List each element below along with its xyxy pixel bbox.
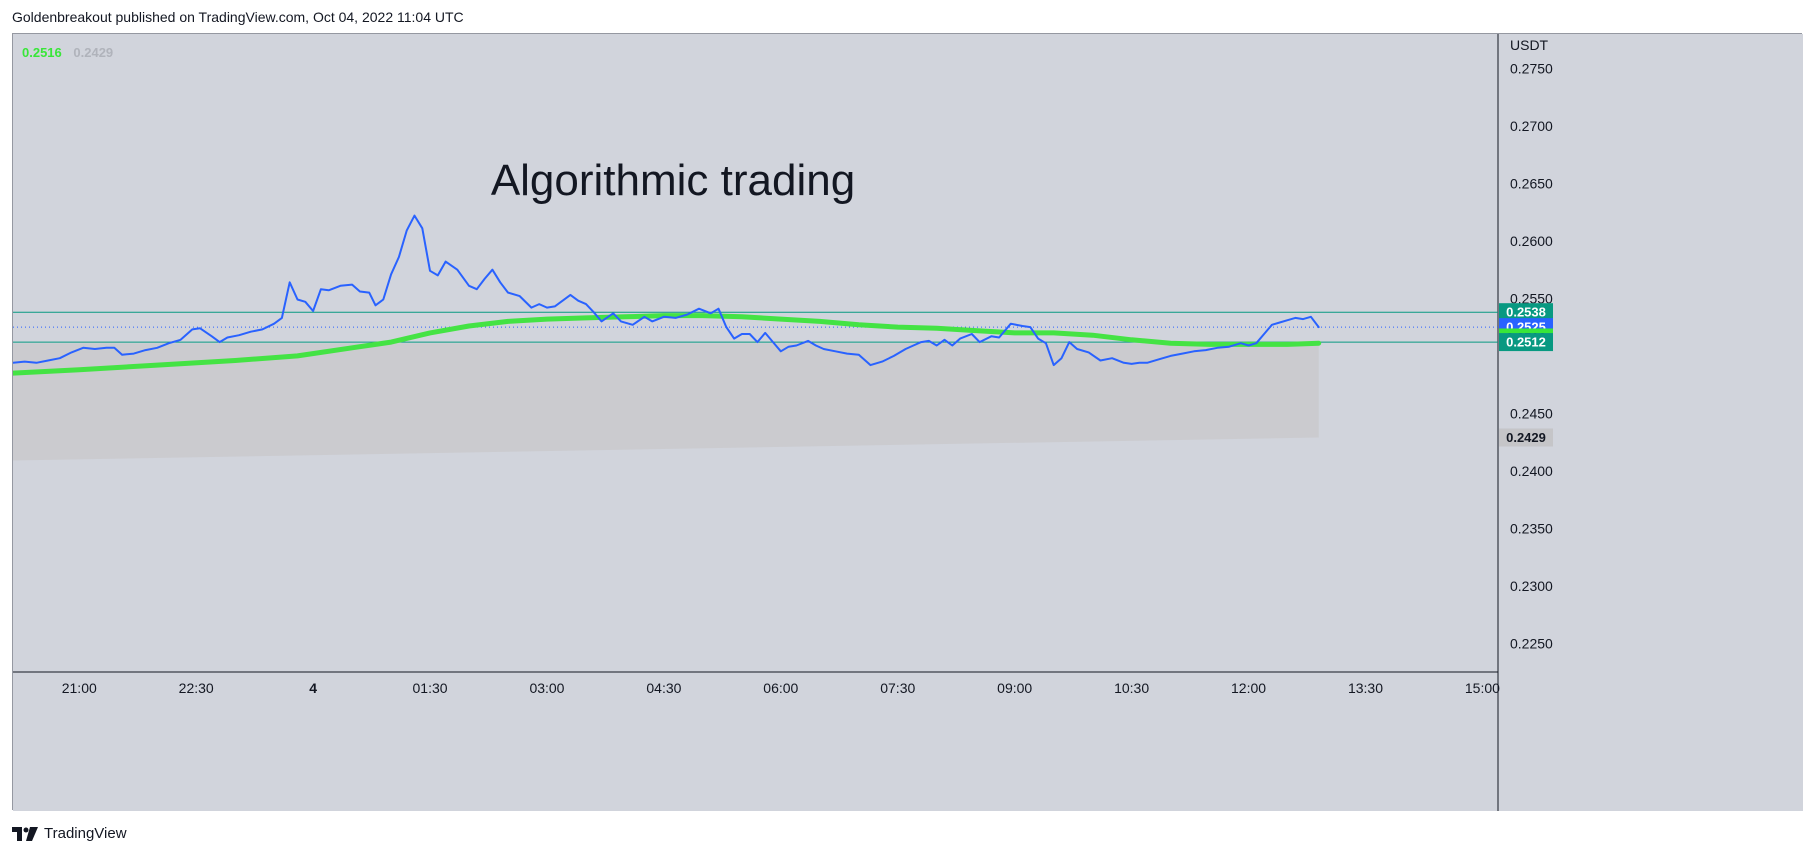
- chart-frame[interactable]: Algorithmic trading USDT 0.2750 0.2700 0.265…: [12, 33, 1803, 811]
- y-tick-label: 0.2350: [1510, 520, 1553, 536]
- y-tick-label: 0.2750: [1510, 60, 1553, 76]
- tradingview-logo[interactable]: TradingView: [12, 825, 127, 842]
- x-tick-label: 12:00: [1231, 680, 1266, 696]
- x-tick-label: 15:00: [1465, 680, 1500, 696]
- y-tick-label: 0.2700: [1510, 118, 1553, 134]
- y-tick-label: 0.2600: [1510, 233, 1553, 249]
- x-tick-label: 03:00: [529, 680, 564, 696]
- chart-title: Algorithmic trading: [491, 156, 855, 205]
- currency-label: USDT: [1510, 37, 1549, 53]
- price-badge-bg: [1499, 303, 1553, 322]
- x-tick-label: 06:00: [763, 680, 798, 696]
- chart-svg[interactable]: Algorithmic trading USDT 0.2750 0.2700 0.265…: [13, 34, 1803, 811]
- x-tick-label: 4: [309, 680, 317, 696]
- x-tick-label: 22:30: [179, 680, 214, 696]
- x-tick-label: 01:30: [413, 680, 448, 696]
- y-tick-label: 0.2400: [1510, 463, 1553, 479]
- y-tick-label: 0.2300: [1510, 578, 1553, 594]
- x-tick-label: 04:30: [646, 680, 681, 696]
- price-badge-bg: [1499, 333, 1553, 352]
- x-tick-label: 07:30: [880, 680, 915, 696]
- price-badge-value: 0.2429: [1506, 430, 1546, 445]
- x-tick-label: 13:30: [1348, 680, 1383, 696]
- y-tick-label: 0.2450: [1510, 405, 1553, 421]
- x-tick-label: 10:30: [1114, 680, 1149, 696]
- band-fill-area: [13, 343, 1319, 461]
- price-badge-value: 0.2512: [1506, 335, 1546, 350]
- tradingview-logo-text: TradingView: [44, 825, 127, 842]
- y-tick-label: 0.2250: [1510, 635, 1553, 651]
- tradingview-logo-icon: [12, 826, 38, 841]
- price-badge-bg: [1499, 428, 1553, 447]
- moving-average-line: [13, 313, 1322, 376]
- x-tick-label: 09:00: [997, 680, 1032, 696]
- price-badge-value: 0.2538: [1506, 305, 1546, 320]
- y-tick-label: 0.2550: [1510, 290, 1553, 306]
- publish-header: Goldenbreakout published on TradingView.…: [12, 9, 464, 25]
- legend-value-band: 0.2429: [73, 45, 114, 60]
- legend-values: 0.2516 0.2429: [22, 45, 121, 60]
- price-line: [13, 214, 1320, 367]
- x-tick-label: 21:00: [62, 680, 97, 696]
- y-tick-label: 0.2650: [1510, 175, 1553, 191]
- legend-value-ma: 0.2516: [22, 45, 62, 60]
